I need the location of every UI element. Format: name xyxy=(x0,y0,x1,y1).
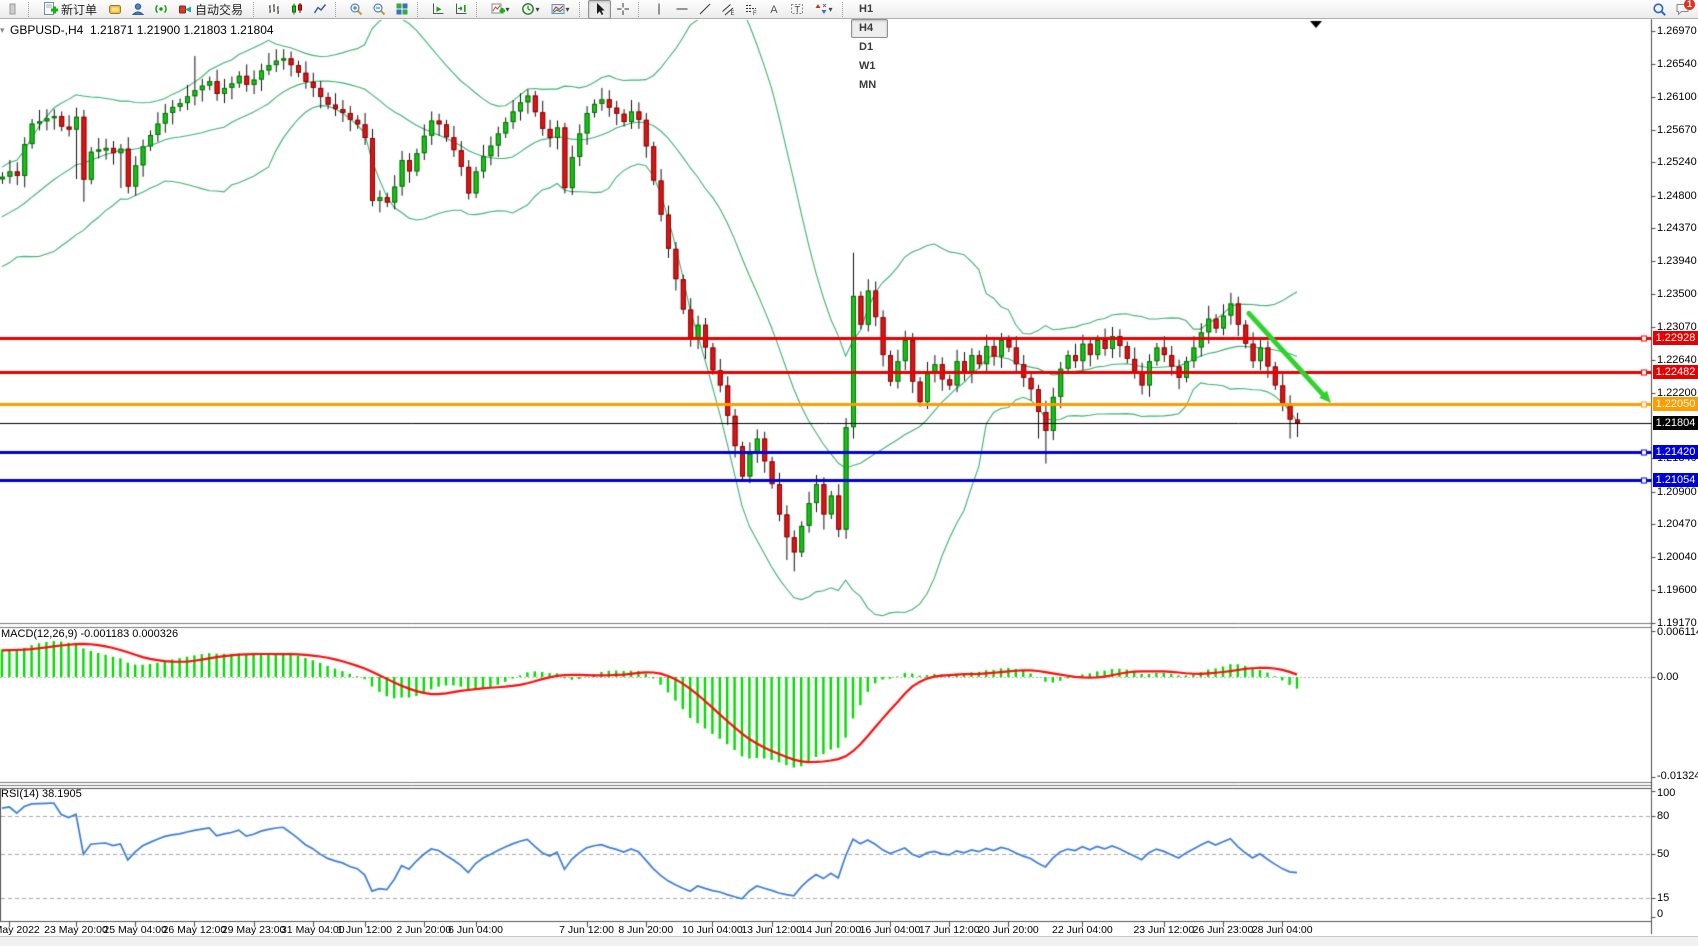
timeframe-button-H1[interactable]: H1 xyxy=(859,2,874,15)
fibonacci-tool[interactable]: F xyxy=(739,0,762,19)
toolbar-separator xyxy=(335,1,342,17)
indicators-icon xyxy=(491,3,505,14)
fibonacci-icon: F xyxy=(745,5,757,16)
chevron-down-icon: ▾ xyxy=(535,4,540,14)
horizontal-line-icon xyxy=(676,8,688,10)
toolbar-separator xyxy=(638,1,645,17)
clipped-toolbar-icon[interactable] xyxy=(1,0,24,19)
auto-scroll-icon xyxy=(432,3,444,14)
timeframe-button-D1[interactable]: D1 xyxy=(859,40,874,53)
chevron-down-icon: ▾ xyxy=(828,4,833,14)
channel-icon: E xyxy=(721,4,734,16)
periods-icon xyxy=(521,3,534,15)
trendline-tool[interactable] xyxy=(693,0,716,19)
candlestick-chart-button[interactable] xyxy=(285,0,308,19)
bar-chart-icon xyxy=(268,4,279,14)
chart-shift-icon xyxy=(455,3,467,14)
market-icon xyxy=(108,5,121,14)
tile-windows-icon xyxy=(396,3,408,15)
profile-icon xyxy=(131,3,144,15)
arrows-icon xyxy=(815,3,827,14)
zoom-in-icon xyxy=(350,3,362,16)
channel-tool[interactable]: E xyxy=(716,0,739,19)
toolbar-separator xyxy=(842,1,849,17)
timeframe-group: M1M5M15M30H1H4D1W1MN xyxy=(851,0,889,95)
crosshair-tool-button[interactable] xyxy=(611,0,634,19)
trendline-icon xyxy=(699,3,710,15)
timeframe-button-MN[interactable]: MN xyxy=(859,78,877,91)
autotrade-button[interactable]: 自动交易 xyxy=(172,0,249,19)
auto-scroll-button[interactable] xyxy=(426,0,449,19)
svg-text:A: A xyxy=(770,4,778,16)
text-icon: A xyxy=(770,4,778,16)
toolbar-separator xyxy=(417,1,424,17)
zoom-out-icon xyxy=(373,3,385,16)
templates-button[interactable]: ▾ xyxy=(545,0,575,19)
text-label-tool[interactable]: T xyxy=(785,0,808,19)
notification-badge: 1 xyxy=(1684,0,1695,10)
toolbar-separator xyxy=(476,1,483,17)
zoom-in-button[interactable] xyxy=(344,0,367,19)
toolbar-right: 1 xyxy=(1648,0,1698,19)
periods-button[interactable]: ▾ xyxy=(515,0,545,19)
templates-icon xyxy=(551,4,565,14)
profile-button[interactable] xyxy=(126,0,149,19)
market-button[interactable] xyxy=(103,0,126,19)
bar-chart-button[interactable] xyxy=(262,0,285,19)
search-icon xyxy=(1653,2,1666,16)
cursor-icon xyxy=(596,3,605,15)
crosshair-icon xyxy=(616,3,629,15)
chart-shift-button[interactable] xyxy=(449,0,472,19)
tile-windows-button[interactable] xyxy=(390,0,413,19)
signals-button[interactable] xyxy=(149,0,172,19)
svg-text:F: F xyxy=(753,11,757,16)
new-order-button[interactable]: 新订单 xyxy=(37,0,103,19)
indicators-button[interactable]: ▾ xyxy=(485,0,515,19)
candlestick-chart-icon xyxy=(291,3,302,15)
line-chart-icon xyxy=(313,4,326,14)
horizontal-line-tool[interactable] xyxy=(670,0,693,19)
timeframe-button-W1[interactable]: W1 xyxy=(859,59,876,72)
chevron-down-icon: ▾ xyxy=(505,4,510,14)
toolbar-separator xyxy=(28,1,35,17)
text-label-icon: T xyxy=(790,4,803,15)
svg-text:T: T xyxy=(794,5,800,15)
new-order-label: 新订单 xyxy=(61,2,98,17)
toolbar-separator xyxy=(253,1,260,17)
arrows-tool[interactable]: ▾ xyxy=(808,0,838,19)
autotrade-icon xyxy=(179,5,192,14)
chevron-down-icon: ▾ xyxy=(565,4,570,14)
toolbar: 新订单 自动交易 xyxy=(0,0,1698,91)
search-button[interactable] xyxy=(1648,0,1671,19)
text-tool[interactable]: A xyxy=(762,0,785,19)
notifications-button[interactable]: 1 xyxy=(1671,0,1695,19)
vertical-line-tool[interactable] xyxy=(647,0,670,19)
status-strip xyxy=(0,936,1698,946)
zoom-out-button[interactable] xyxy=(367,0,390,19)
toolbar-separator xyxy=(579,1,586,17)
svg-text:E: E xyxy=(730,11,734,16)
vertical-line-icon xyxy=(658,3,660,15)
line-chart-button[interactable] xyxy=(308,0,331,19)
cursor-tool-button[interactable] xyxy=(588,0,612,19)
signals-icon xyxy=(154,4,167,14)
new-order-icon xyxy=(44,2,58,15)
timeframe-button-H4[interactable]: H4 xyxy=(851,18,889,38)
autotrade-label: 自动交易 xyxy=(195,2,244,17)
